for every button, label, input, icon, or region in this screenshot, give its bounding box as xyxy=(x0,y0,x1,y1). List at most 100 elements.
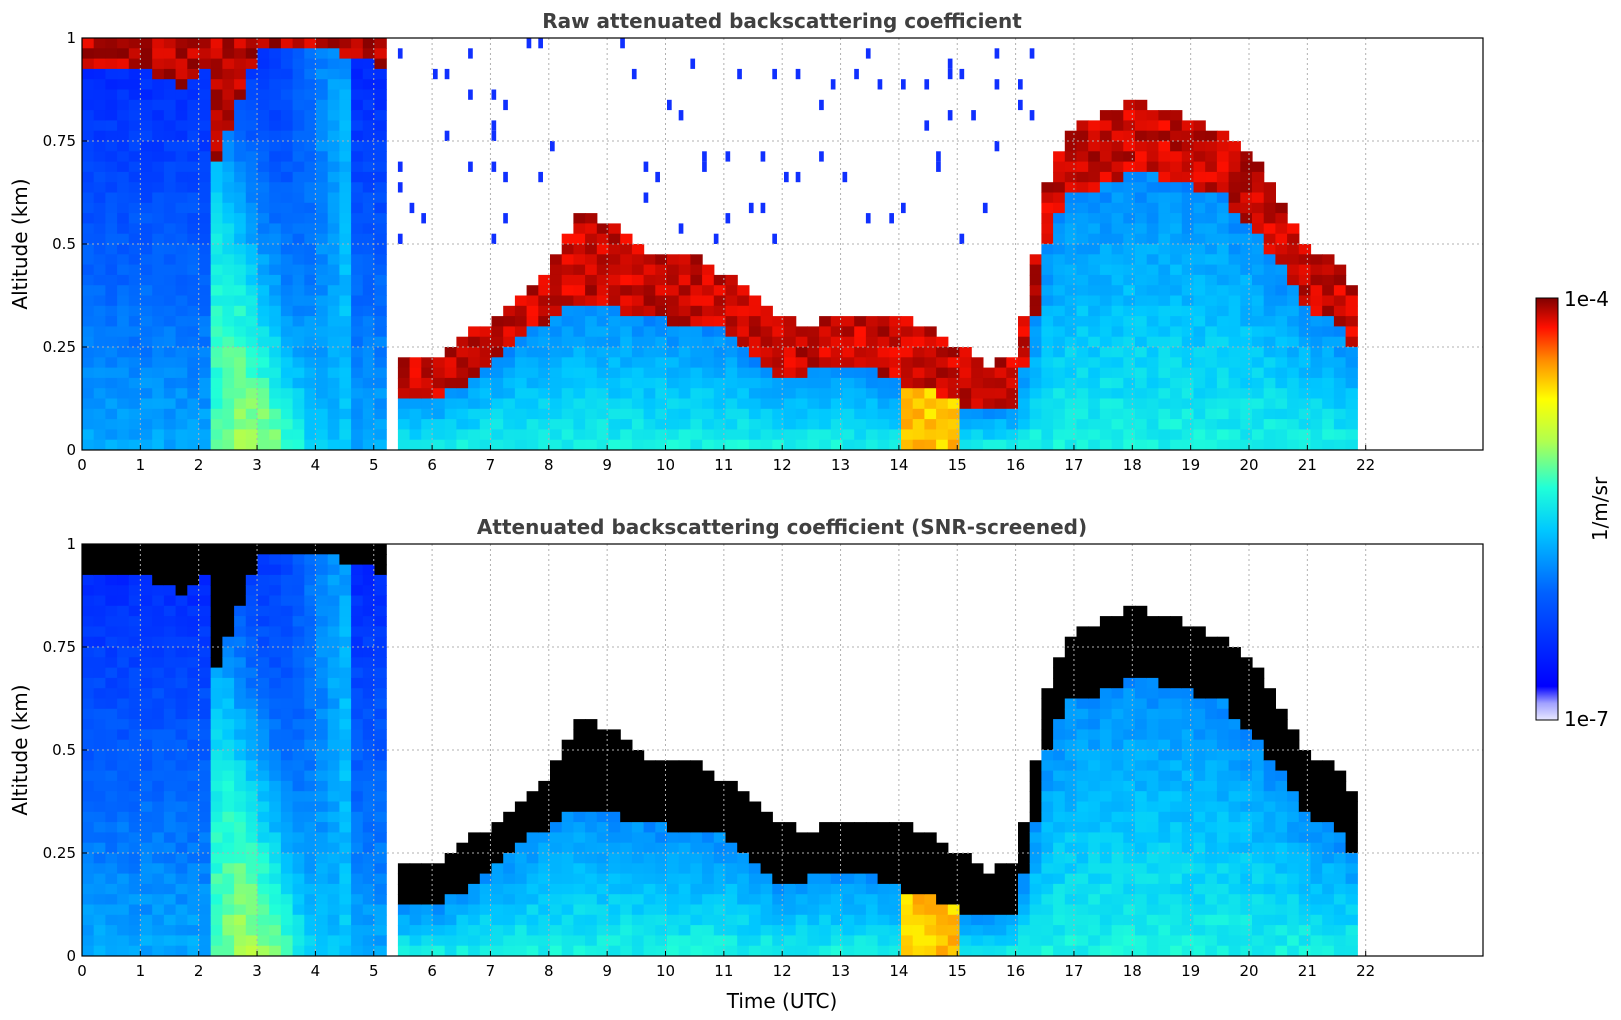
heat-cell xyxy=(1123,336,1136,348)
heat-cell xyxy=(374,914,387,926)
heat-cell xyxy=(140,945,153,956)
heat-cell xyxy=(1041,698,1054,710)
heat-cell xyxy=(152,202,165,214)
heat-cell xyxy=(573,336,586,348)
heat-cell xyxy=(596,388,610,400)
heat-cell xyxy=(865,326,879,338)
heat-cell xyxy=(631,429,645,441)
heat-cell xyxy=(912,863,925,875)
heat-cell xyxy=(175,801,188,813)
heat-cell xyxy=(924,120,930,131)
heat-cell xyxy=(561,904,574,916)
heat-cell xyxy=(643,780,656,792)
heat-cell xyxy=(690,285,703,297)
heat-cell xyxy=(1252,244,1265,255)
heat-cell xyxy=(1111,853,1124,864)
heat-cell xyxy=(222,130,235,142)
heat-cell xyxy=(362,657,376,669)
heat-cell xyxy=(1018,832,1031,844)
heat-cell xyxy=(1345,347,1358,358)
heat-cell xyxy=(269,388,282,400)
heat-cell xyxy=(491,832,504,844)
heat-cell xyxy=(1076,698,1089,710)
heat-cell xyxy=(1240,223,1253,235)
heat-cell xyxy=(421,935,434,947)
heat-cell xyxy=(1053,274,1066,286)
heat-cell xyxy=(1111,945,1124,956)
heat-cell xyxy=(994,419,1007,430)
heat-cell xyxy=(245,750,259,761)
heat-cell xyxy=(257,616,270,627)
heat-cell xyxy=(1135,419,1148,430)
heat-cell xyxy=(1099,935,1113,947)
heat-cell xyxy=(760,883,773,895)
heat-cell xyxy=(1135,945,1148,956)
heat-cell xyxy=(971,388,984,400)
heat-cell xyxy=(304,626,317,638)
heat-cell xyxy=(1205,326,1218,338)
heat-cell xyxy=(128,285,142,297)
heat-cell xyxy=(117,202,130,214)
heat-cell xyxy=(1310,326,1323,338)
heat-cell xyxy=(421,408,434,420)
heat-cell xyxy=(316,429,329,441)
heat-cell xyxy=(1088,202,1101,214)
heat-cell xyxy=(585,873,598,885)
heat-cell xyxy=(316,347,329,358)
heat-cell xyxy=(234,904,247,916)
heat-cell xyxy=(550,439,563,450)
heat-cell xyxy=(234,223,247,235)
heat-cell xyxy=(503,326,516,338)
heat-cell xyxy=(152,719,165,730)
heat-cell xyxy=(1029,326,1042,338)
heat-cell xyxy=(1018,439,1031,450)
heat-cell xyxy=(82,38,95,49)
heat-cell xyxy=(994,873,1007,885)
heat-cell xyxy=(1053,801,1066,813)
heat-cell xyxy=(163,914,177,926)
heat-cell xyxy=(280,244,294,255)
heat-cell xyxy=(702,151,707,162)
heat-cell xyxy=(1228,274,1241,286)
heat-cell xyxy=(1158,647,1171,658)
heat-cell xyxy=(280,945,294,956)
heat-cell xyxy=(550,842,563,854)
heat-cell xyxy=(93,38,106,49)
heat-cell xyxy=(585,419,598,430)
heat-cell xyxy=(971,439,984,450)
heat-cell xyxy=(573,750,586,761)
heat-cell xyxy=(1006,863,1019,875)
heat-cell xyxy=(1240,439,1253,450)
heat-cell xyxy=(222,408,235,420)
heat-cell xyxy=(1228,295,1241,307)
heat-cell xyxy=(702,439,715,450)
heat-cell xyxy=(725,347,738,358)
heat-cell xyxy=(772,863,785,875)
heat-cell xyxy=(152,68,165,80)
heat-cell xyxy=(1205,264,1218,276)
heat-cell xyxy=(901,914,914,926)
heat-cell xyxy=(292,677,305,689)
heat-cell xyxy=(550,811,563,823)
heat-cell xyxy=(1053,233,1066,245)
heat-cell xyxy=(514,863,528,875)
heat-cell xyxy=(1076,264,1089,276)
heat-cell xyxy=(585,935,598,947)
heat-cell xyxy=(152,935,165,947)
heat-cell xyxy=(491,130,497,141)
heat-cell xyxy=(152,58,165,70)
heat-cell xyxy=(199,925,212,936)
heat-cell xyxy=(1263,377,1276,389)
heat-cell xyxy=(82,564,95,576)
heat-cell xyxy=(514,347,528,358)
heat-cell xyxy=(339,791,352,803)
heat-cell xyxy=(257,244,270,255)
heat-cell xyxy=(140,151,153,163)
heat-cell xyxy=(280,233,294,245)
heat-cell xyxy=(105,48,118,60)
heat-cell xyxy=(199,801,212,813)
heat-cell xyxy=(842,904,855,916)
heat-cell xyxy=(550,873,563,885)
heat-cell xyxy=(514,914,528,926)
heat-cell xyxy=(690,842,703,854)
